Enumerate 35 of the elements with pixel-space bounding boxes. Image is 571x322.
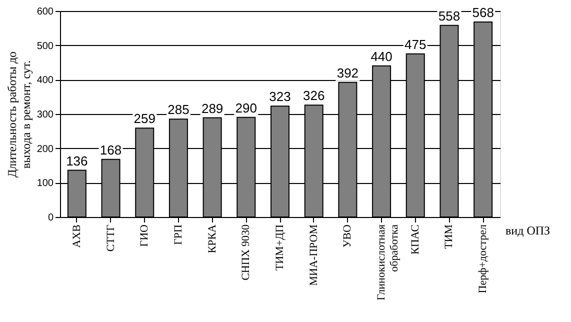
data-label: 326	[302, 88, 325, 104]
y-tick-label: 400	[36, 75, 54, 86]
data-label: 475	[404, 36, 426, 52]
data-label: 568	[472, 4, 494, 20]
x-axis-title: вид ОПЗ	[506, 224, 550, 238]
data-label: 285	[168, 102, 190, 118]
x-tick-label: КПАС	[409, 224, 422, 255]
x-tick-label: ТИМ+ДП	[274, 224, 286, 271]
x-tick-label: СТТГ	[104, 224, 117, 252]
x-tick-label: КРКА	[206, 224, 218, 254]
data-label: 168	[100, 142, 122, 158]
y-tick-label: 200	[36, 144, 54, 155]
x-tick-label: ГИО	[138, 224, 151, 247]
y-axis-title: Длительность работы до выхода в ремонт, сут.	[4, 51, 33, 178]
data-label: 440	[370, 48, 392, 64]
x-tick-label: УВО	[342, 224, 354, 248]
x-tick-label: СНПХ 9030	[240, 224, 252, 280]
data-label: 259	[134, 111, 156, 126]
data-label: 290	[235, 100, 258, 116]
x-tick-label: ТИМ	[443, 224, 456, 249]
x-tick-label: Глинокислотная обработка	[376, 224, 401, 300]
y-tick-label: 500	[36, 40, 54, 52]
y-tick-label: 0	[48, 212, 54, 224]
x-tick-label: Перф+дострел	[477, 224, 490, 294]
data-label: 136	[66, 153, 88, 168]
x-tick-label: ГРП	[172, 224, 184, 245]
y-tick-label: 100	[36, 178, 54, 190]
data-label: 323	[269, 89, 291, 104]
y-tick-label: 300	[36, 110, 54, 120]
y-tick-label: 600	[36, 6, 54, 18]
data-label: 392	[336, 65, 359, 80]
x-tick-label: МИА-ПРОМ	[308, 224, 320, 286]
data-label: 289	[201, 100, 224, 116]
x-tick-label: АХВ	[70, 224, 83, 248]
data-label: 558	[438, 8, 460, 24]
